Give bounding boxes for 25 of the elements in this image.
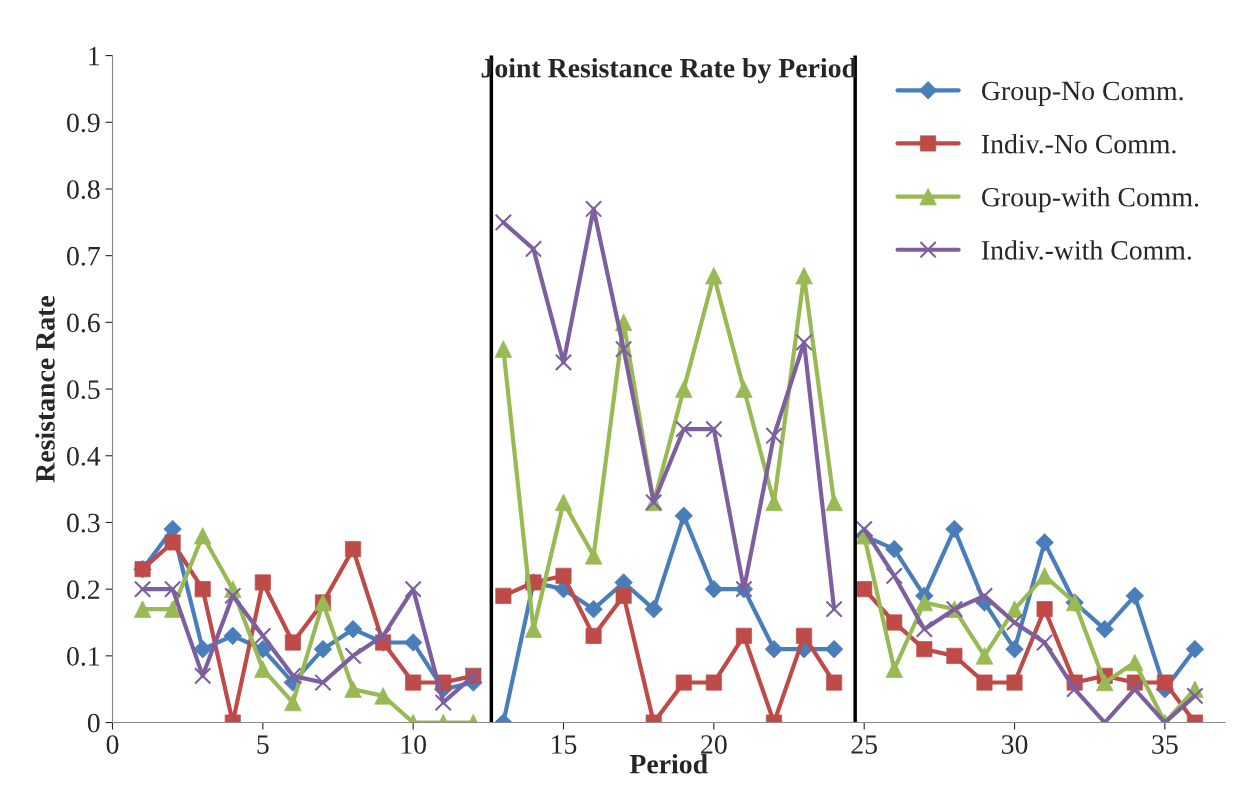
y-tick-label: 0.3 [67,513,100,533]
x-tick-label: 10 [401,735,427,754]
y-tick-label: 0.4 [67,446,101,466]
x-tick-label: 35 [1152,735,1178,754]
y-tick-label: 0.2 [67,580,100,600]
legend-label: Indiv.-with Comm. [981,240,1191,260]
x-tick-label: 0 [106,735,119,754]
x-tick-label: 30 [1001,735,1028,754]
x-tick-label: 5 [257,735,269,754]
y-tick-label: 0.1 [67,647,100,666]
x-tick-label: 20 [701,735,727,754]
x-tick-label: 15 [552,735,577,754]
y-tick-label: 0.9 [67,113,100,133]
y-tick-label: 0.7 [67,246,100,266]
legend-label: Group-with Comm. [982,187,1199,213]
y-axis-title: Resistance Rate [35,296,55,483]
y-tick-label: 1 [89,46,100,66]
y-tick-label: 0.5 [67,380,100,400]
x-tick-label: 25 [851,735,877,754]
y-tick-label: 0.8 [67,180,100,199]
y-tick-label: 0 [87,713,100,733]
x-axis-title: Period [629,753,708,774]
legend-label: Indiv.-No Comm. [981,133,1176,154]
legend-label: Group-No Comm. [982,81,1183,106]
y-tick-label: 0.6 [67,313,100,333]
